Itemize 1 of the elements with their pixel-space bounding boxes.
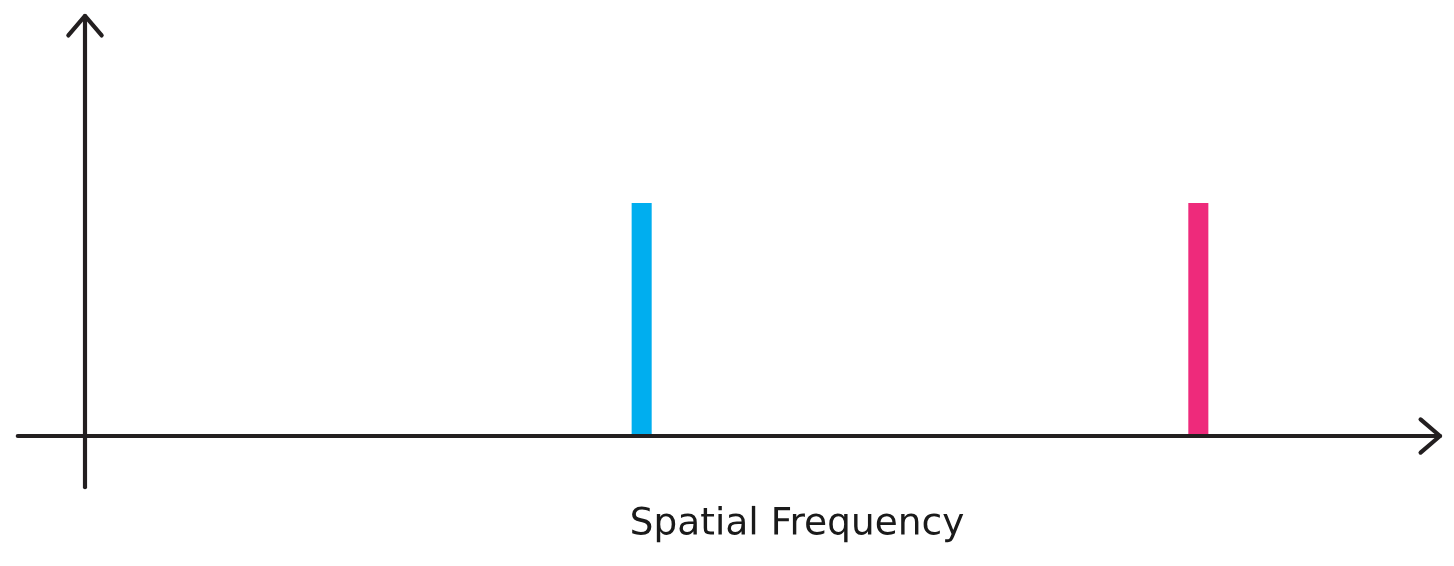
x-axis-title: Spatial Frequency (632, 505, 964, 543)
